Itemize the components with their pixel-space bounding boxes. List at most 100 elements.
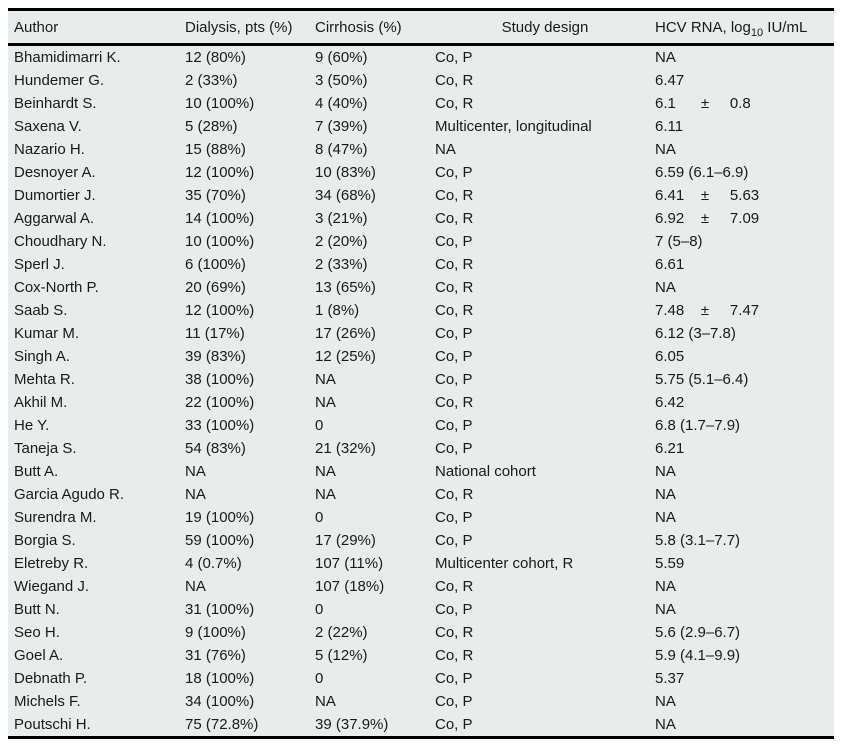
cirrhosis-cell: 5 (12%) bbox=[315, 647, 368, 664]
table-row: Akhil M. 22 (100%) NA Co, R 6.42 bbox=[8, 391, 834, 414]
column-header-cirrhosis: Cirrhosis (%) bbox=[315, 9, 435, 46]
study-design-cell: Co, R bbox=[435, 210, 474, 227]
dialysis-cell: 12 (80%) bbox=[185, 49, 246, 66]
table-header: Author Dialysis, pts (%) Cirrhosis (%) S… bbox=[8, 9, 834, 46]
table-row: Bhamidimarri K. 12 (80%) 9 (60%) Co, P N… bbox=[8, 45, 834, 70]
table-row: Hundemer G. 2 (33%) 3 (50%) Co, R 6.47 bbox=[8, 69, 834, 92]
dialysis-cell: 19 (100%) bbox=[185, 509, 255, 526]
dialysis-cell: NA bbox=[185, 486, 206, 503]
table-row: Goel A. 31 (76%) 5 (12%) Co, R 5.9 (4.1–… bbox=[8, 644, 834, 667]
table-row: Garcia Agudo R. NA NA Co, R NA bbox=[8, 483, 834, 506]
study-design-cell: Co, P bbox=[435, 532, 473, 549]
study-design-cell: Co, P bbox=[435, 693, 473, 710]
study-design-cell: Co, P bbox=[435, 49, 473, 66]
table-row: Saab S. 12 (100%) 1 (8%) Co, R 7.48 ± 7.… bbox=[8, 299, 834, 322]
cirrhosis-cell: 7 (39%) bbox=[315, 118, 368, 135]
cirrhosis-cell: 2 (22%) bbox=[315, 624, 368, 641]
dialysis-cell: 6 (100%) bbox=[185, 256, 246, 273]
cirrhosis-cell: 10 (83%) bbox=[315, 164, 376, 181]
author-cell: Eletreby R. bbox=[14, 555, 89, 572]
author-cell: Taneja S. bbox=[14, 440, 77, 457]
studies-table: Author Dialysis, pts (%) Cirrhosis (%) S… bbox=[8, 8, 834, 739]
dialysis-cell: 54 (83%) bbox=[185, 440, 246, 457]
table-row: Nazario H. 15 (88%) 8 (47%) NA NA bbox=[8, 138, 834, 161]
dialysis-cell: 33 (100%) bbox=[185, 417, 255, 434]
column-header-author: Author bbox=[8, 9, 185, 46]
author-cell: Dumortier J. bbox=[14, 187, 96, 204]
cirrhosis-cell: 0 bbox=[315, 509, 324, 526]
hcv-rna-cell: NA bbox=[655, 716, 676, 733]
dialysis-cell: NA bbox=[185, 578, 206, 595]
dialysis-cell: 12 (100%) bbox=[185, 164, 255, 181]
author-cell: Bhamidimarri K. bbox=[14, 49, 121, 66]
dialysis-cell: 15 (88%) bbox=[185, 141, 246, 158]
dialysis-cell: 75 (72.8%) bbox=[185, 716, 259, 733]
hcv-rna-cell: 6.8 (1.7–7.9) bbox=[655, 417, 741, 434]
author-cell: Aggarwal A. bbox=[14, 210, 95, 227]
cirrhosis-cell: NA bbox=[315, 486, 336, 503]
table-row: Aggarwal A. 14 (100%) 3 (21%) Co, R 6.92… bbox=[8, 207, 834, 230]
study-design-cell: Co, R bbox=[435, 486, 474, 503]
author-cell: Singh A. bbox=[14, 348, 70, 365]
cirrhosis-cell: 3 (21%) bbox=[315, 210, 368, 227]
author-cell: Poutschi H. bbox=[14, 716, 91, 733]
table-row: He Y. 33 (100%) 0 Co, P 6.8 (1.7–7.9) bbox=[8, 414, 834, 437]
hcv-rna-cell: 5.9 (4.1–9.9) bbox=[655, 647, 741, 664]
table-row: Poutschi H. 75 (72.8%) 39 (37.9%) Co, P … bbox=[8, 713, 834, 738]
study-design-cell: Co, P bbox=[435, 716, 473, 733]
cirrhosis-cell: 12 (25%) bbox=[315, 348, 376, 365]
header-row: Author Dialysis, pts (%) Cirrhosis (%) S… bbox=[8, 9, 834, 46]
study-design-cell: Co, P bbox=[435, 164, 473, 181]
cirrhosis-cell: 2 (20%) bbox=[315, 233, 368, 250]
cirrhosis-cell: NA bbox=[315, 371, 336, 388]
dialysis-cell: 11 (17%) bbox=[185, 325, 245, 342]
author-cell: Sperl J. bbox=[14, 256, 65, 273]
author-cell: Saab S. bbox=[14, 302, 68, 319]
table-row: Desnoyer A. 12 (100%) 10 (83%) Co, P 6.5… bbox=[8, 161, 834, 184]
cirrhosis-cell: 34 (68%) bbox=[315, 187, 376, 204]
study-design-cell: Multicenter, longitudinal bbox=[435, 118, 592, 135]
study-design-cell: Multicenter cohort, R bbox=[435, 555, 574, 572]
hcv-rna-cell: NA bbox=[655, 141, 676, 158]
hcv-rna-cell: 6.61 bbox=[655, 256, 685, 273]
hcv-rna-cell: NA bbox=[655, 49, 676, 66]
table-row: Michels F. 34 (100%) NA Co, P NA bbox=[8, 690, 834, 713]
author-cell: Butt N. bbox=[14, 601, 60, 618]
hcv-rna-cell: 6.21 bbox=[655, 440, 685, 457]
cirrhosis-cell: 17 (29%) bbox=[315, 532, 376, 549]
study-design-cell: Co, R bbox=[435, 578, 474, 595]
study-design-cell: Co, R bbox=[435, 302, 474, 319]
cirrhosis-cell: 3 (50%) bbox=[315, 72, 368, 89]
hcv-rna-cell: NA bbox=[655, 279, 676, 296]
author-cell: Surendra M. bbox=[14, 509, 97, 526]
table-row: Beinhardt S. 10 (100%) 4 (40%) Co, R 6.1… bbox=[8, 92, 834, 115]
table-body: Bhamidimarri K. 12 (80%) 9 (60%) Co, P N… bbox=[8, 45, 834, 738]
dialysis-cell: 38 (100%) bbox=[185, 371, 255, 388]
table-row: Wiegand J. NA 107 (18%) Co, R NA bbox=[8, 575, 834, 598]
cirrhosis-cell: 21 (32%) bbox=[315, 440, 376, 457]
hcv-rna-cell: 5.8 (3.1–7.7) bbox=[655, 532, 741, 549]
study-design-cell: NA bbox=[435, 141, 456, 158]
cirrhosis-cell: 107 (18%) bbox=[315, 578, 385, 595]
cirrhosis-cell: 1 (8%) bbox=[315, 302, 360, 319]
study-design-cell: Co, P bbox=[435, 325, 473, 342]
hcv-header-unit: IU/mL bbox=[763, 18, 808, 36]
author-cell: Borgia S. bbox=[14, 532, 76, 549]
hcv-rna-cell: 7 (5–8) bbox=[655, 233, 703, 250]
author-cell: Debnath P. bbox=[14, 670, 88, 687]
author-cell: Seo H. bbox=[14, 624, 60, 641]
cirrhosis-cell: NA bbox=[315, 693, 336, 710]
hcv-rna-cell: 6.92 ± 7.09 bbox=[655, 210, 760, 227]
table-row: Mehta R. 38 (100%) NA Co, P 5.75 (5.1–6.… bbox=[8, 368, 834, 391]
author-cell: Cox-North P. bbox=[14, 279, 99, 296]
author-cell: Akhil M. bbox=[14, 394, 68, 411]
table-row: Eletreby R. 4 (0.7%) 107 (11%) Multicent… bbox=[8, 552, 834, 575]
column-header-hcv-rna: HCV RNA, log10 IU/mL bbox=[655, 9, 834, 46]
table-row: Seo H. 9 (100%) 2 (22%) Co, R 5.6 (2.9–6… bbox=[8, 621, 834, 644]
author-cell: Hundemer G. bbox=[14, 72, 105, 89]
dialysis-cell: 34 (100%) bbox=[185, 693, 255, 710]
dialysis-cell: 12 (100%) bbox=[185, 302, 255, 319]
study-design-cell: Co, P bbox=[435, 670, 473, 687]
cirrhosis-cell: 0 bbox=[315, 417, 324, 434]
table-row: Surendra M. 19 (100%) 0 Co, P NA bbox=[8, 506, 834, 529]
